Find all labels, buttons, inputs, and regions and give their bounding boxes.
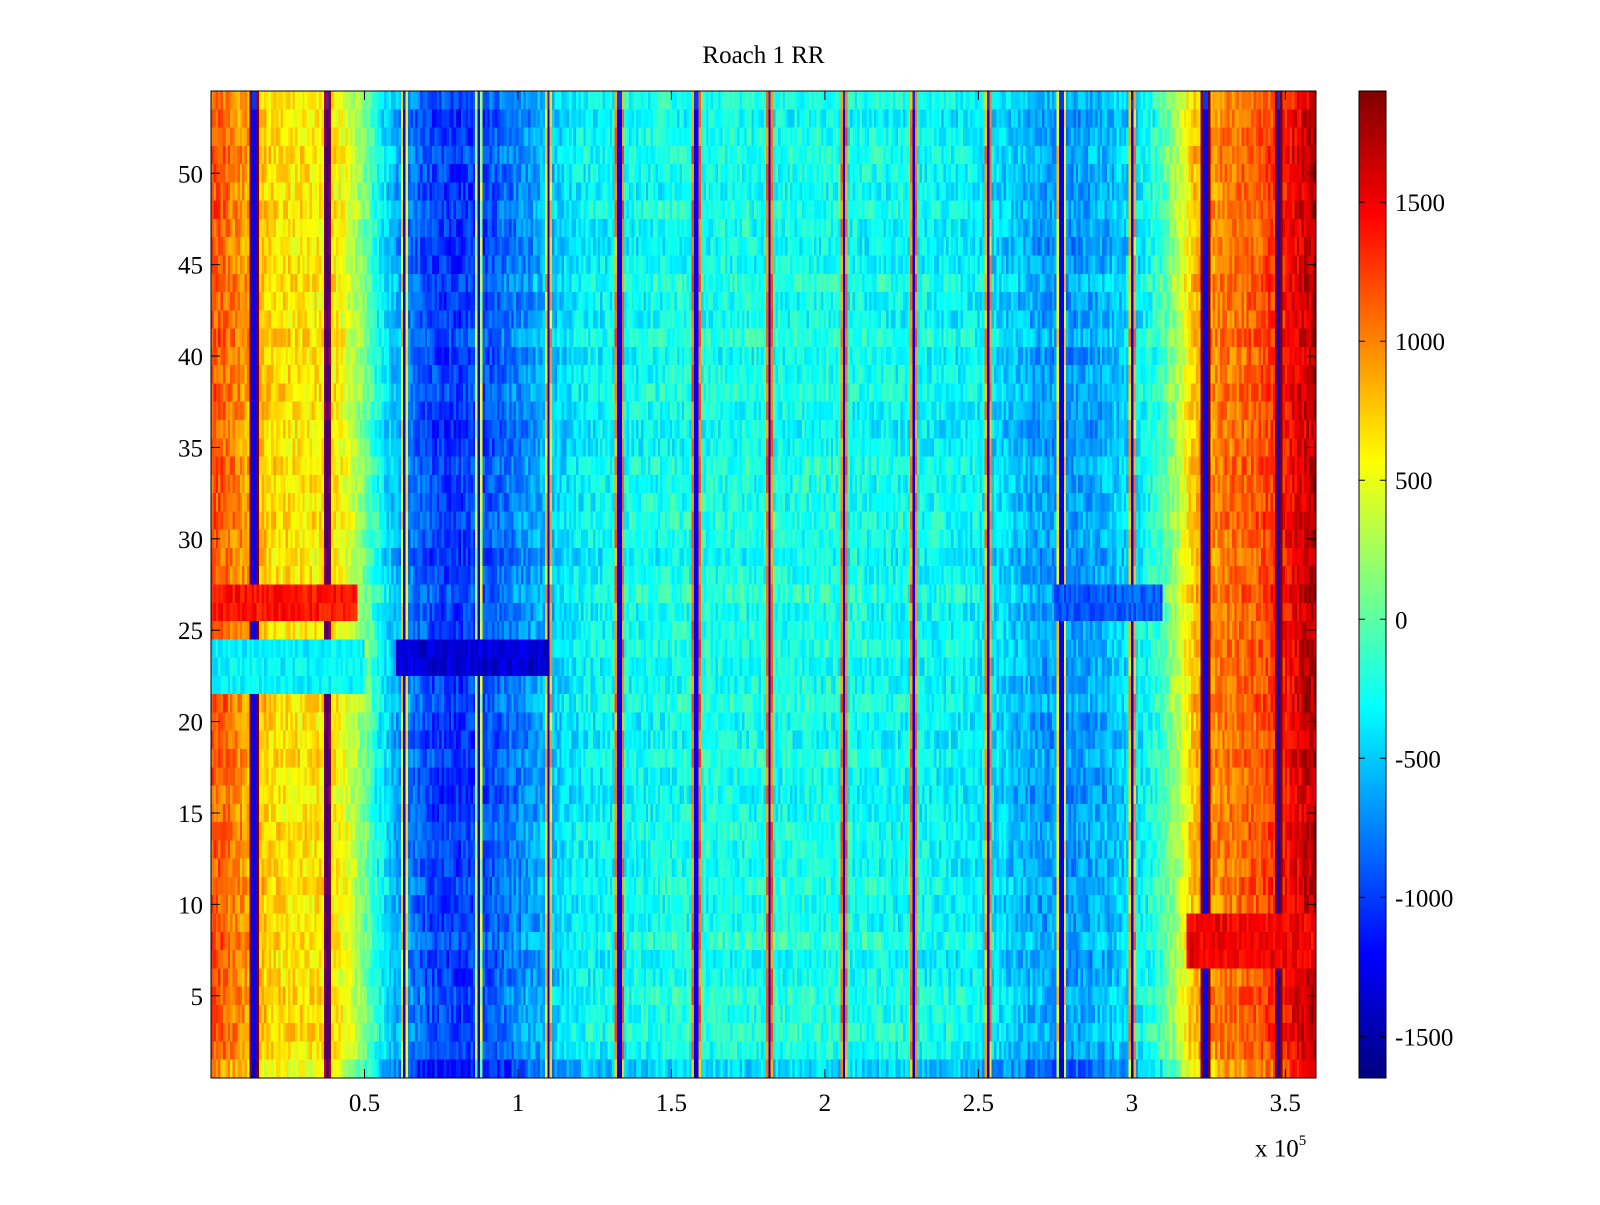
y-tick-label: 35 [178,435,203,462]
colorbar-tick-label: 500 [1395,468,1433,495]
colorbar-tick-label: -500 [1395,746,1441,773]
colorbar [1358,90,1387,1079]
x-tick-label: 1.5 [656,1090,687,1117]
y-tick-label: 10 [178,892,203,919]
colorbar-tick-label: 1000 [1395,329,1445,356]
colorbar-tick-label: -1500 [1395,1024,1453,1051]
y-tick-label: 50 [178,161,203,188]
x-tick-label: 3 [1126,1090,1139,1117]
x-axis-multiplier-exponent: 5 [1298,1133,1307,1149]
x-tick-label: 0.5 [349,1090,380,1117]
colorbar-tick-label: -1000 [1395,885,1453,912]
x-axis-multiplier: x 105 [1255,1133,1307,1163]
y-tick-label: 45 [178,253,203,280]
x-axis-multiplier-base: x 10 [1255,1135,1299,1163]
x-tick-label: 3.5 [1270,1090,1301,1117]
y-tick-label: 40 [178,344,203,371]
y-tick-label: 30 [178,527,203,554]
colorbar-tick-label: 1500 [1395,190,1445,217]
heatmap-image [211,91,1316,1078]
x-tick-label: 1 [512,1090,525,1117]
x-tick-label: 2.5 [963,1090,994,1117]
y-tick-label: 20 [178,710,203,737]
chart-title: Roach 1 RR [702,42,825,69]
y-tick-label: 25 [178,618,203,645]
x-tick-label: 2 [819,1090,832,1117]
y-tick-label: 15 [178,801,203,828]
y-tick-label: 5 [191,984,204,1011]
colorbar-tick-label: 0 [1395,607,1408,634]
plot-frame [210,90,1317,1079]
